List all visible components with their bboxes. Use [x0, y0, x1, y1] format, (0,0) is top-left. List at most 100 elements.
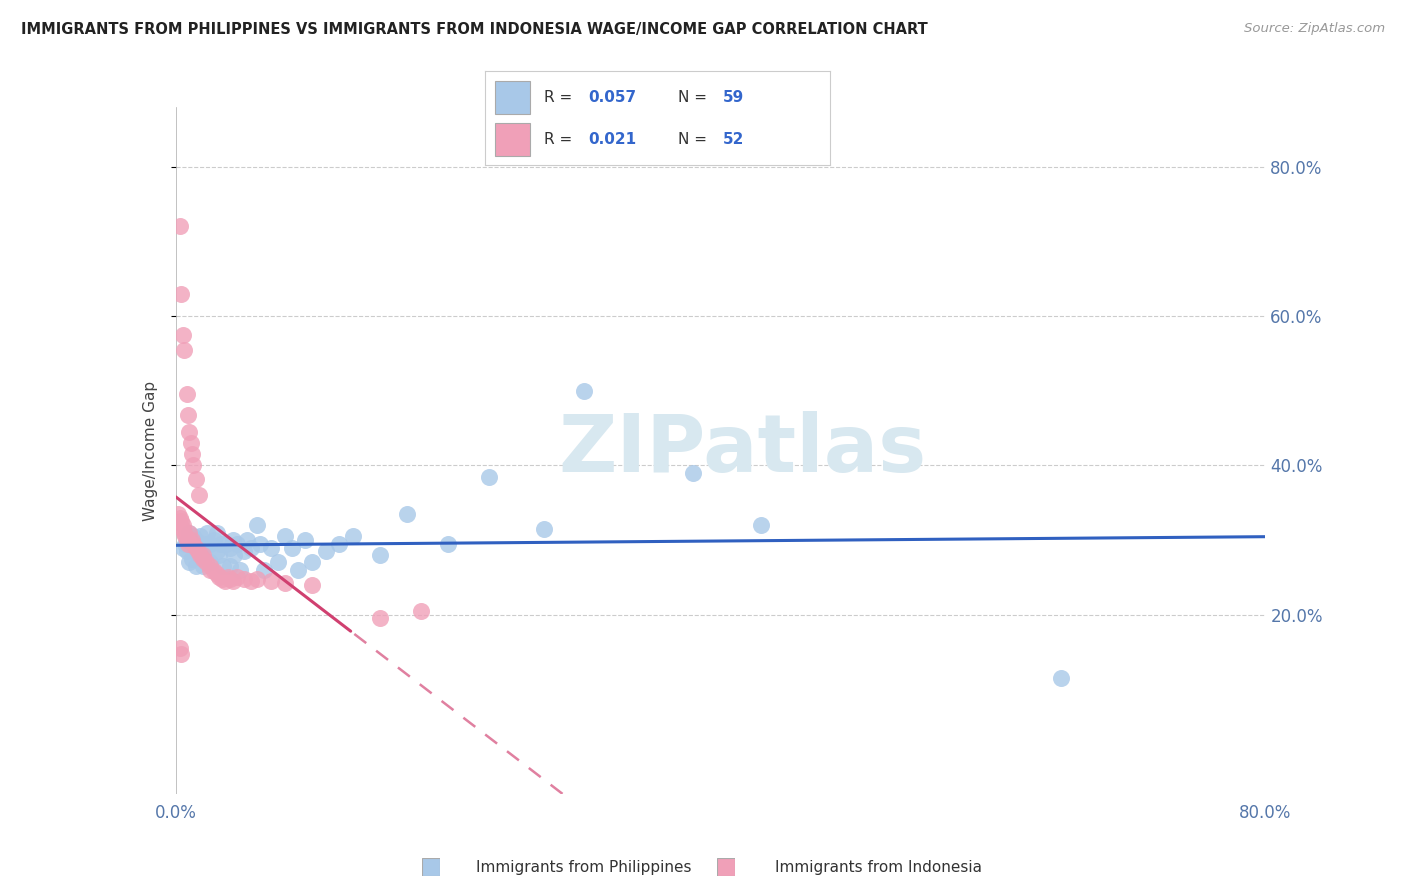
Point [202, 565, 225, 579]
Point [478, 469, 501, 483]
Point [301, 578, 323, 592]
Point [682, 466, 704, 480]
Point [187, 488, 209, 502]
Point [183, 537, 205, 551]
Point [315, 544, 337, 558]
Point [184, 544, 207, 558]
Point [186, 541, 208, 555]
Point [232, 572, 254, 586]
Point [181, 447, 204, 461]
Point [239, 541, 262, 555]
Point [260, 541, 283, 555]
Point [222, 574, 245, 588]
Point [186, 544, 209, 558]
Point [287, 563, 309, 577]
Point [167, 507, 190, 521]
Point [246, 572, 269, 586]
Bar [495, 123, 530, 156]
Point [342, 529, 364, 543]
Point [176, 387, 198, 401]
Point [198, 556, 221, 570]
Point [294, 533, 316, 547]
Point [198, 563, 221, 577]
Point [169, 219, 191, 234]
Text: Immigrants from Philippines: Immigrants from Philippines [475, 860, 692, 874]
Point [176, 533, 198, 547]
Point [183, 458, 205, 473]
Point [246, 518, 269, 533]
Point [205, 566, 228, 581]
Point [368, 548, 391, 562]
Point [191, 541, 214, 555]
Point [208, 570, 231, 584]
Point [274, 529, 297, 543]
Point [260, 574, 283, 588]
Text: IMMIGRANTS FROM PHILIPPINES VS IMMIGRANTS FROM INDONESIA WAGE/INCOME GAP CORRELA: IMMIGRANTS FROM PHILIPPINES VS IMMIGRANT… [21, 22, 928, 37]
Point [212, 559, 235, 574]
Text: Source: ZipAtlas.com: Source: ZipAtlas.com [1244, 22, 1385, 36]
Point [179, 556, 201, 570]
Point [195, 525, 218, 540]
Point [253, 563, 276, 577]
Point [226, 570, 249, 584]
Point [208, 548, 231, 562]
Bar [495, 81, 530, 113]
Point [301, 556, 323, 570]
Point [239, 574, 262, 588]
Point [187, 548, 209, 562]
Point [229, 563, 252, 577]
Point [177, 533, 200, 547]
Point [224, 548, 246, 562]
Point [328, 537, 350, 551]
Point [174, 529, 197, 543]
Point [533, 522, 555, 536]
Point [219, 559, 242, 574]
Point [186, 559, 208, 574]
Text: Immigrants from Indonesia: Immigrants from Indonesia [775, 860, 983, 874]
Point [169, 510, 191, 524]
Point [205, 544, 228, 558]
Point [198, 559, 221, 574]
Point [267, 556, 290, 570]
Point [176, 544, 198, 558]
Text: 52: 52 [723, 132, 744, 147]
Point [188, 548, 211, 562]
Point [202, 533, 225, 547]
Point [170, 515, 193, 529]
Point [183, 529, 205, 543]
Point [174, 537, 197, 551]
Point [209, 537, 232, 551]
Point [1050, 671, 1073, 685]
Text: 0.021: 0.021 [588, 132, 637, 147]
Point [232, 544, 254, 558]
Text: 59: 59 [723, 89, 744, 104]
Point [179, 525, 201, 540]
Point [177, 408, 200, 422]
Point [172, 327, 194, 342]
Point [219, 572, 242, 586]
Point [169, 641, 191, 656]
Point [180, 436, 202, 450]
Point [181, 551, 204, 566]
Point [186, 472, 208, 486]
Point [219, 541, 242, 555]
Point [217, 570, 239, 584]
Text: 0.057: 0.057 [588, 89, 637, 104]
Point [274, 576, 297, 591]
Point [172, 518, 194, 533]
Point [249, 537, 271, 551]
Point [186, 533, 208, 547]
Point [172, 541, 194, 555]
Point [173, 525, 195, 540]
Point [172, 522, 194, 536]
Text: R =: R = [544, 89, 576, 104]
Point [226, 537, 249, 551]
Point [179, 425, 201, 439]
Point [186, 537, 209, 551]
Text: ZIPatlas: ZIPatlas [558, 411, 927, 490]
Point [198, 537, 221, 551]
Point [181, 537, 204, 551]
Point [409, 604, 432, 618]
Text: N =: N = [678, 132, 711, 147]
Point [437, 537, 460, 551]
